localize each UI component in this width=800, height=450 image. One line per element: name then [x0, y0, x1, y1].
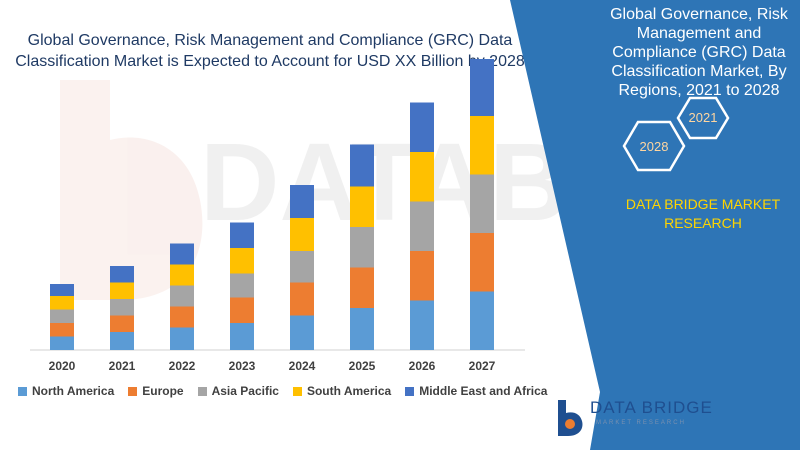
logo-name: DATA BRIDGE: [590, 398, 713, 417]
bar-segment-2024-asia-pacific: [290, 251, 314, 283]
bar-segment-2025-asia-pacific: [350, 227, 374, 268]
legend-item: Middle East and Africa: [405, 384, 547, 398]
legend-swatch: [292, 386, 302, 396]
bar-segment-2022-asia-pacific: [170, 285, 194, 307]
bar-segment-2027-south-america: [470, 116, 494, 175]
bar-segment-2027-north-america: [470, 291, 494, 350]
bar-segment-2020-south-america: [50, 296, 74, 310]
legend-label: Asia Pacific: [211, 384, 279, 398]
x-tick-label: 2026: [409, 359, 436, 373]
bar-segment-2022-middle-east-and-africa: [170, 243, 194, 265]
bar-segment-2021-north-america: [110, 332, 134, 350]
legend-swatch: [197, 386, 207, 396]
chart-legend: North America Europe Asia Pacific South Ame…: [18, 384, 547, 398]
stacked-bar-chart: 2020 2021 2022 2023 2024 2025 2026 2027: [30, 59, 525, 373]
bar-segment-2021-middle-east-and-africa: [110, 266, 134, 283]
bar-segment-2026-north-america: [410, 300, 434, 350]
x-tick-label: 2021: [109, 359, 136, 373]
x-tick-label: 2023: [229, 359, 256, 373]
bar-segment-2027-europe: [470, 233, 494, 292]
bar-segment-2025-north-america: [350, 308, 374, 350]
legend-label: South America: [306, 384, 392, 398]
legend-item: South America: [292, 384, 392, 398]
bar-segment-2020-europe: [50, 323, 74, 337]
legend-swatch: [128, 386, 138, 396]
research-label: DATA BRIDGE MARKET RESEARCH: [625, 196, 781, 231]
bar-segment-2025-middle-east-and-africa: [350, 144, 374, 187]
bar-segment-2023-middle-east-and-africa: [230, 222, 254, 248]
bar-segment-2021-europe: [110, 315, 134, 332]
legend-item: Europe: [128, 384, 184, 398]
legend-label: North America: [32, 384, 115, 398]
bar-segment-2026-europe: [410, 251, 434, 301]
chart-title: Global Governance, Risk Management and C…: [15, 32, 525, 70]
x-tick-label: 2020: [49, 359, 76, 373]
bar-segment-2021-asia-pacific: [110, 299, 134, 316]
bar-segment-2023-asia-pacific: [230, 273, 254, 298]
bar-segment-2025-europe: [350, 267, 374, 308]
bar-segment-2022-europe: [170, 306, 194, 328]
logo-subtitle: MARKET RESEARCH: [596, 420, 686, 426]
logo-icon: [558, 400, 583, 436]
bar-segment-2027-asia-pacific: [470, 174, 494, 233]
x-tick-label: 2025: [349, 359, 376, 373]
bar-segment-2026-middle-east-and-africa: [410, 102, 434, 152]
legend-swatch: [405, 386, 415, 396]
bar-segment-2024-europe: [290, 282, 314, 316]
bar-segment-2026-south-america: [410, 152, 434, 202]
bar-segment-2027-middle-east-and-africa: [470, 59, 494, 116]
bar-segment-2023-south-america: [230, 248, 254, 274]
bar-segment-2022-south-america: [170, 264, 194, 286]
x-tick-label: 2024: [289, 359, 316, 373]
bar-segment-2026-asia-pacific: [410, 201, 434, 251]
bar-segment-2023-north-america: [230, 323, 254, 350]
bar-segment-2023-europe: [230, 297, 254, 323]
legend-swatch: [18, 386, 27, 396]
legend-label: Europe: [142, 384, 184, 398]
bar-segment-2020-asia-pacific: [50, 309, 74, 323]
legend-label: Middle East and Africa: [419, 384, 548, 398]
bar-segment-2024-south-america: [290, 218, 314, 251]
bar-segment-2021-south-america: [110, 282, 134, 299]
x-tick-label: 2022: [169, 359, 196, 373]
bar-segment-2024-north-america: [290, 315, 314, 350]
legend-item: North America: [18, 384, 114, 398]
panel-title: Global Governance, Risk Management and C…: [610, 6, 788, 99]
bar-segment-2020-north-america: [50, 336, 74, 350]
x-tick-label: 2027: [469, 359, 496, 373]
bar-segment-2022-north-america: [170, 327, 194, 350]
bar-segment-2020-middle-east-and-africa: [50, 284, 74, 296]
bar-segment-2025-south-america: [350, 186, 374, 227]
legend-item: Asia Pacific: [197, 384, 279, 398]
bar-segment-2024-middle-east-and-africa: [290, 185, 314, 218]
